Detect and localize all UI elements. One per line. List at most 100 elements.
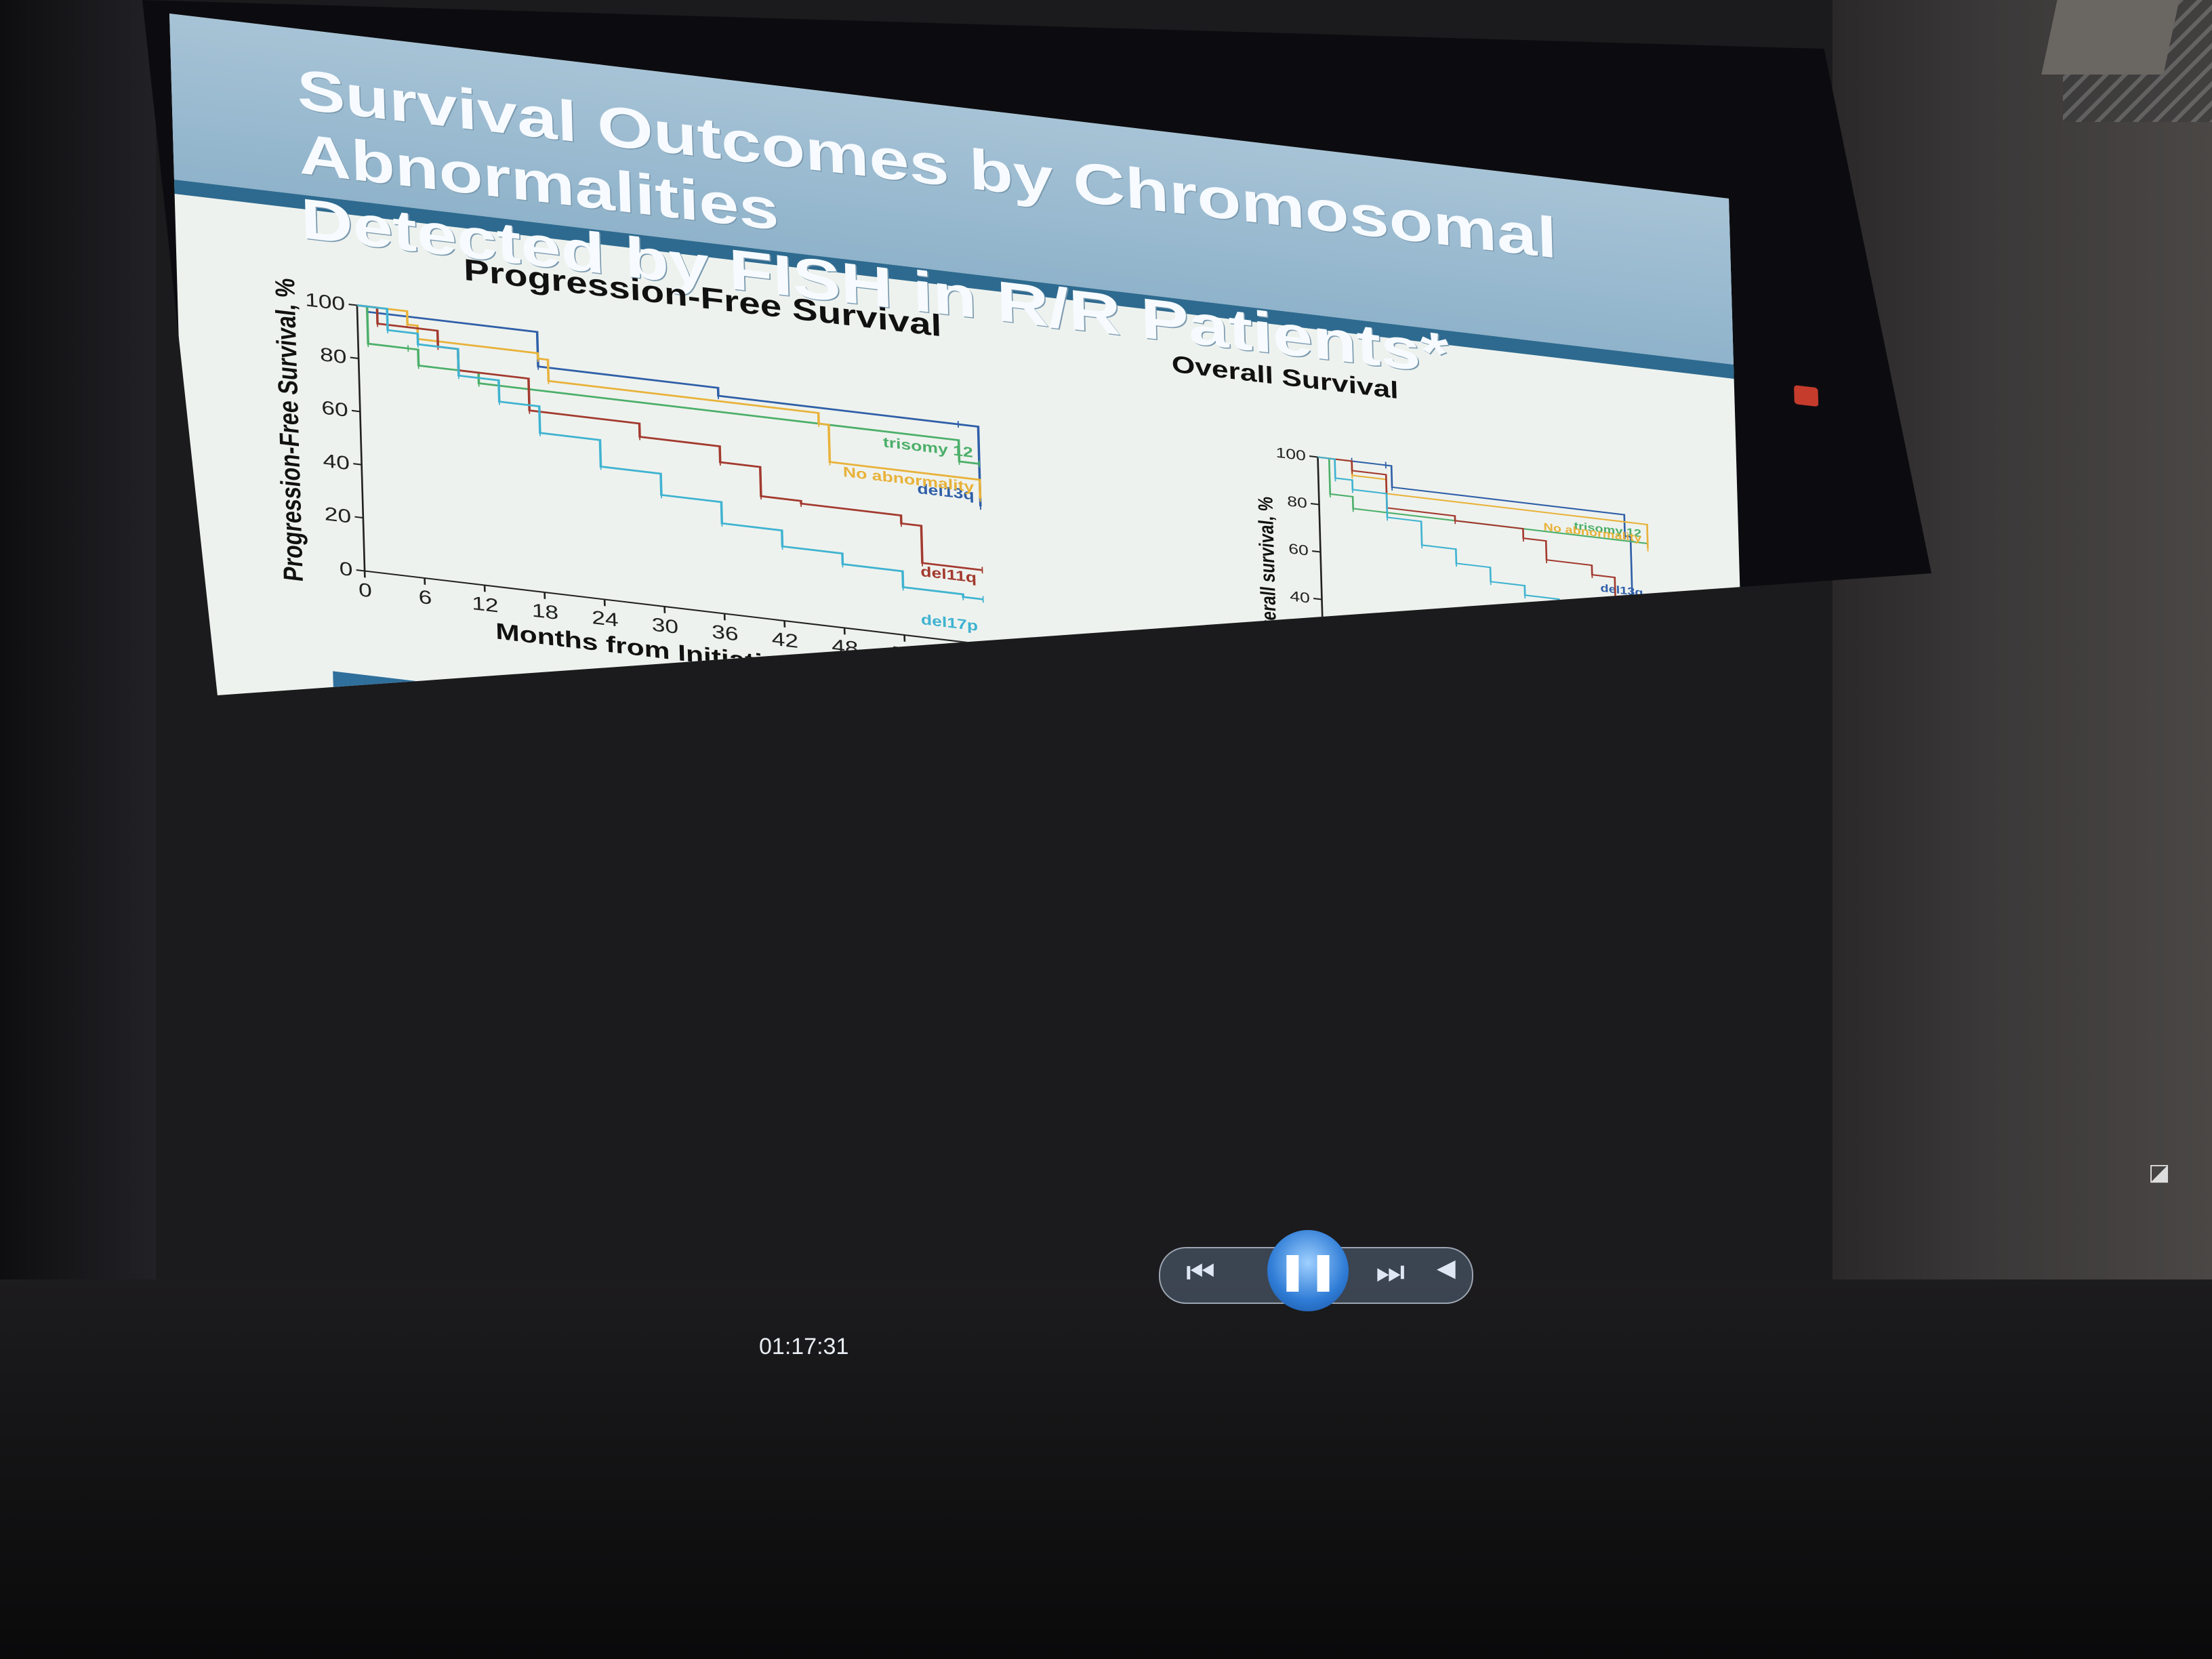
value-cell: NR — [1563, 1001, 1696, 1050]
series-line-del17p — [356, 304, 983, 600]
group-label-cell: Trisomy 12 (n=5) — [1321, 938, 1563, 1001]
x-tick-label: 30 — [651, 613, 678, 638]
table-row: Del17p (n=34) 26 mo 19% — [335, 753, 1150, 893]
x-tick-label: 66 — [1011, 656, 1038, 680]
value-cell: 33% — [963, 871, 1151, 937]
series-line-del13q — [1317, 456, 1650, 604]
y-tick — [1309, 455, 1318, 458]
pfs-header-row: Median PFS 5-year PFS — [333, 671, 1149, 849]
pause-button[interactable]: ❚❚ — [1267, 1230, 1349, 1311]
x-tick-label: 60 — [951, 649, 979, 674]
series-label: trisomy 12 — [883, 434, 973, 461]
x-tick-label: 72 — [1723, 750, 1743, 769]
value-cell: NR — [762, 890, 966, 958]
value-cell: NR — [764, 978, 968, 1046]
projection-screen: Survival Outcomes by Chromosomal Abnorma… — [142, 0, 1931, 1054]
y-tick — [356, 569, 365, 572]
x-tick-label: 42 — [1553, 730, 1573, 748]
x-tick-label: 24 — [592, 607, 619, 631]
y-tick-label: 40 — [1290, 588, 1310, 607]
group-label-cell: Del17p (n=34) — [335, 753, 761, 847]
y-tick — [1313, 597, 1322, 600]
table-row: Del13q (n=13) NR 91% — [1322, 972, 1812, 1064]
y-tick-label: 100 — [305, 289, 346, 314]
series-line-del17p — [1317, 456, 1663, 665]
auditorium-floor — [0, 1279, 2212, 1659]
x-tick-label: 36 — [712, 621, 739, 645]
y-tick — [354, 516, 363, 519]
os-chart: 0 20 40 60 80 100 0 6 12 18 24 30 36 42 48 54 60 66 72 Mont… — [1254, 445, 1743, 783]
table-row: Del17p (n=34) 57 mo 32% — [1319, 869, 1809, 962]
y-tick-label: 40 — [323, 449, 350, 474]
value-cell: 83% — [1696, 1050, 1813, 1107]
x-tick-label: 6 — [418, 586, 432, 609]
x-tick-label: 12 — [1382, 710, 1403, 728]
x-tick-label: 24 — [1451, 718, 1471, 736]
x-tick-label: 0 — [359, 579, 373, 602]
os-header-cell: 5-year OS — [1690, 846, 1808, 928]
series-label: No abnormality — [843, 464, 975, 496]
ceiling-light — [2041, 0, 2179, 75]
x-tick-label: 30 — [1485, 722, 1505, 740]
y-tick — [1316, 692, 1325, 695]
chart-axes — [356, 305, 1085, 657]
group-label-cell: Del11q (n=28) — [1319, 903, 1562, 966]
value-cell: NR — [1564, 1035, 1697, 1093]
pfs-table: Median PFS 5-year PFS Del17p (n=34) 26 mo 19… — [331, 671, 1155, 1046]
os-footnote: therefore, focused on the R/R population… — [1416, 994, 1685, 1044]
os-table: Median OS 5-year OS Del17p (n=34) 57 mo 32% D… — [1315, 802, 1814, 1108]
y-tick — [1315, 644, 1324, 648]
pfs-header-cell: 5-year PFS — [960, 745, 1149, 849]
y-tick-label: 20 — [1291, 636, 1311, 654]
value-cell: 91% — [966, 958, 1153, 1024]
group-label-cell: No abnormality** (n=16) — [340, 927, 766, 1021]
series-line-del11q — [1317, 456, 1650, 604]
value-cell: 80% — [1694, 982, 1811, 1030]
y-axis-label: Overall survival, % — [1254, 495, 1281, 644]
x-tick-label: 66 — [1689, 746, 1709, 764]
x-tick-label: 54 — [1620, 738, 1641, 756]
y-tick — [348, 303, 357, 306]
value-cell: NR — [764, 934, 967, 1002]
chart-axes — [1317, 457, 1733, 695]
y-tick-label: 80 — [320, 344, 347, 368]
group-label-cell: Trisomy 12 (n=5) — [337, 840, 763, 935]
series-line-no-abnormality — [356, 304, 982, 499]
value-cell: NR — [1561, 933, 1694, 982]
y-axis-label: Progression-Free Survival, % — [270, 276, 309, 583]
series-label: del11q — [920, 564, 977, 586]
x-tick-label: 48 — [832, 635, 859, 659]
volume-icon[interactable]: ◀ — [1437, 1254, 1456, 1282]
table-row: Del11q (n=28) 55 mo 33% — [336, 796, 1151, 937]
x-tick-label: 54 — [891, 642, 918, 666]
os-header-cell: Median OS — [1559, 831, 1692, 914]
series-label: del17p — [921, 612, 979, 635]
value-cell: 26 mo — [760, 803, 963, 871]
x-tick-label: 12 — [472, 592, 499, 617]
group-label-cell: Del11q (n=28) — [336, 796, 762, 890]
value-cell: 19% — [962, 827, 1150, 893]
table-row: No abnormality** (n=16) NR 83% — [1323, 1006, 1814, 1107]
y-tick-label: 100 — [1275, 445, 1306, 464]
value-cell: NR — [1562, 966, 1695, 1016]
x-tick-label: 18 — [531, 599, 558, 623]
table-row: Del13q (n=13) NR 91% — [339, 884, 1153, 1024]
group-label-cell: Del13q (n=13) — [1322, 972, 1564, 1035]
fullscreen-icon[interactable]: ◪ — [2148, 1160, 2171, 1185]
slide-footnote: *Only 2 patients in the TN group showed … — [345, 928, 1160, 1054]
x-axis-label: Months from Initiation of Ibrutinib — [1357, 724, 1702, 783]
table-row: Trisomy 12 (n=5) NR 80% — [337, 840, 1152, 981]
y-tick — [1312, 550, 1321, 553]
x-tick-label: 0 — [1319, 702, 1330, 719]
group-label-cell: Del17p (n=34) — [1319, 869, 1561, 933]
series-line-del11q — [356, 304, 983, 571]
media-player-controls: ⏮ ❚❚ ⏭ ◀ — [1159, 1227, 1647, 1328]
x-tick-label: 6 — [1354, 706, 1364, 723]
next-icon[interactable]: ⏭ — [1376, 1254, 1406, 1290]
presentation-slide: Survival Outcomes by Chromosomal Abnorma… — [169, 14, 1819, 1054]
value-cell: 80% — [964, 914, 1152, 980]
value-cell: 57 mo — [1560, 898, 1693, 947]
previous-icon[interactable]: ⏮ — [1186, 1254, 1216, 1290]
y-tick-label: 80 — [1287, 493, 1307, 512]
slide-logo-icon — [1794, 385, 1819, 407]
